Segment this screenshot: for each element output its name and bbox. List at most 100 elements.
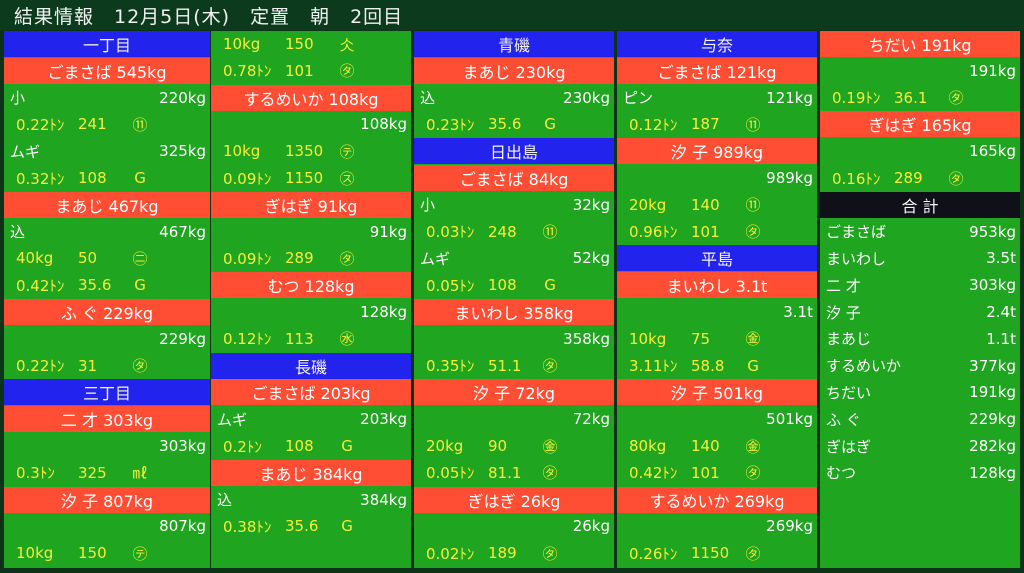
price: 248 (488, 222, 517, 241)
weight-row: 989kg (617, 165, 817, 191)
fish-total: まいわし 3.1t (666, 277, 768, 297)
quantity: 0.09ﾄﾝ (223, 169, 272, 188)
weight-row: 807kg (4, 513, 210, 539)
price: 289 (894, 169, 923, 187)
fish-header: ぎはぎ 91kg (211, 191, 411, 218)
size-label: ぎはぎ (826, 437, 872, 456)
price-row: 0.02ﾄﾝ 189 ㋟ (414, 540, 614, 566)
size-row: ピン 121kg (617, 85, 817, 111)
buyer-mark-icon: G (134, 276, 146, 295)
fish-total: むつ 128kg (267, 277, 355, 297)
weight-value: 128kg (969, 463, 1016, 482)
quantity: 0.2ﾄﾝ (223, 437, 262, 456)
quantity: 20kg (629, 195, 667, 214)
price: 108 (78, 169, 107, 187)
size-row: ムギ 203kg (211, 406, 411, 432)
buyer-mark-icon: G (747, 356, 759, 375)
location-header: 三丁目 (4, 379, 210, 406)
buyer-mark-icon: G (544, 115, 556, 134)
weight-value: 52kg (572, 249, 610, 268)
quantity: 20kg (426, 437, 464, 455)
price-row: 0.26ﾄﾝ 1150 ㋟ (617, 540, 817, 566)
column-1: 一丁目 ごまさば 545kg 小 220kg 0.22ﾄﾝ 241 ⑪ ムギ 325kg 0.32… (4, 31, 210, 568)
size-row: まいわし 3.5t (820, 245, 1020, 271)
weight-value: 72kg (572, 410, 610, 429)
price: 36.1 (894, 88, 928, 107)
fish-header: むつ 128kg (211, 272, 411, 299)
price: 90 (488, 437, 508, 455)
weight-value: 191kg (969, 61, 1016, 80)
price-row: 0.32ﾄﾝ 108 G (4, 165, 210, 191)
weight-row: 26kg (414, 513, 614, 539)
quantity: 0.22ﾄﾝ (16, 115, 65, 134)
fish-total: ちだい 191kg (868, 36, 972, 55)
fish-total: 汐 子 989kg (670, 143, 764, 163)
weight-value: 230kg (563, 88, 610, 107)
quantity: 80kg (629, 437, 667, 455)
buyer-mark-icon: ㋟ (745, 464, 761, 483)
fish-total: ごまさば 203kg (251, 384, 371, 404)
price-row: 0.12ﾄﾝ 187 ⑪ (617, 111, 817, 137)
size-label: ごまさば (826, 223, 887, 242)
fish-total: ぎはぎ 165kg (868, 116, 972, 136)
weight-value: 377kg (969, 356, 1016, 375)
weight-row: 108kg (211, 111, 411, 137)
fish-header: ごまさば 545kg (4, 57, 210, 84)
buyer-mark-icon: ㎖ (132, 464, 148, 483)
fish-total: 二 才 303kg (60, 411, 154, 431)
quantity: 3.11ﾄﾝ (629, 357, 678, 376)
fish-total: ごまさば 84kg (459, 170, 569, 189)
buyer-mark-icon: 仌 (339, 35, 355, 54)
buyer-mark-icon: ㊌ (339, 330, 355, 349)
fish-header: ちだい 191kg (820, 31, 1020, 57)
buyer-mark-icon: ㋟ (948, 169, 964, 188)
weight-value: 3.1t (783, 303, 813, 321)
location-header: 平島 (617, 245, 817, 272)
location-name: 一丁目 (82, 36, 131, 55)
fish-header: ごまさば 84kg (414, 165, 614, 191)
size-label: ムギ (420, 249, 451, 268)
price-row: 0.22ﾄﾝ 241 ⑪ (4, 111, 210, 137)
price-row: 0.16ﾄﾝ 289 ㋟ (820, 165, 1020, 191)
total-header: 合 計 (820, 191, 1020, 218)
fish-header: するめいか 269kg (617, 486, 817, 513)
fish-header: ぎはぎ 165kg (820, 111, 1020, 138)
quantity: 0.42ﾄﾝ (16, 276, 65, 295)
size-row: 小 220kg (4, 85, 210, 111)
location-header: 与奈 (617, 31, 817, 57)
size-label: 込 (10, 223, 26, 242)
size-row: 込 467kg (4, 219, 210, 245)
weight-value: 220kg (159, 88, 206, 107)
price: 108 (285, 437, 314, 455)
quantity: 0.42ﾄﾝ (629, 464, 678, 483)
buyer-mark-icon: ㋟ (542, 357, 558, 376)
quantity: 10kg (223, 142, 261, 161)
weight-row: 229kg (4, 326, 210, 352)
fish-header: するめいか 108kg (211, 84, 411, 111)
quantity: 0.19ﾄﾝ (832, 89, 881, 108)
fish-total: ぎはぎ 26kg (467, 491, 561, 511)
quantity: 40kg (16, 249, 54, 268)
quantity: 10kg (223, 35, 261, 53)
price: 189 (488, 544, 517, 563)
weight-value: 303kg (159, 437, 206, 455)
price-row: 20kg 140 ⑪ (617, 192, 817, 218)
quantity: 0.26ﾄﾝ (629, 544, 678, 563)
price-row: 0.42ﾄﾝ 101 ㋟ (617, 460, 817, 486)
weight-row: 91kg (211, 219, 411, 245)
buyer-mark-icon: G (544, 276, 556, 295)
column-3: 青磯 まあじ 230kg 込 230kg 0.23ﾄﾝ 35.6 G 日出島 ごまさば 84kg… (414, 31, 614, 568)
size-row: むつ 128kg (820, 460, 1020, 486)
size-label: ムギ (217, 410, 248, 429)
price: 31 (78, 356, 98, 375)
price: 241 (78, 115, 107, 134)
price: 50 (78, 249, 98, 268)
quantity: 0.05ﾄﾝ (426, 276, 475, 295)
price-row: 40kg 50 ㊁ (4, 245, 210, 271)
size-label: 小 (10, 89, 26, 108)
buyer-mark-icon: ㊎ (745, 330, 761, 349)
buyer-mark-icon: G (341, 437, 353, 455)
quantity: 0.35ﾄﾝ (426, 357, 475, 376)
quantity: 0.32ﾄﾝ (16, 169, 65, 188)
price-row: 0.42ﾄﾝ 35.6 G (4, 272, 210, 298)
